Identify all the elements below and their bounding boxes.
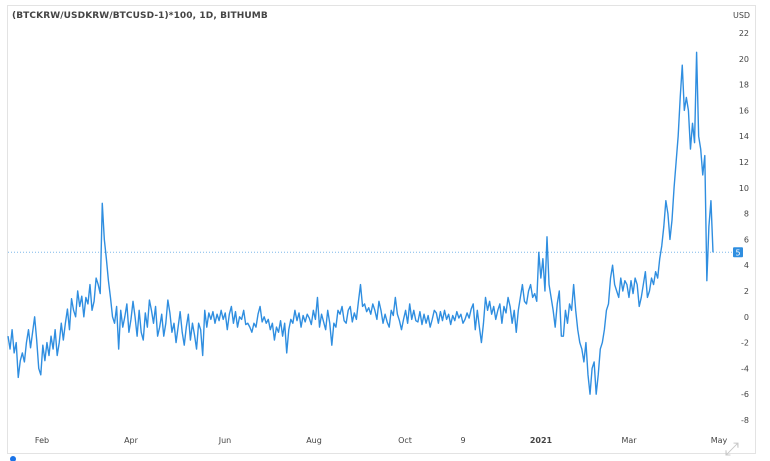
y-tick-label: 10: [739, 184, 749, 193]
x-tick-label: Aug: [306, 436, 322, 445]
y-tick-label: -8: [741, 416, 749, 425]
x-tick-label: May: [711, 436, 728, 445]
y-tick-label: 20: [739, 55, 749, 64]
series-line: [7, 51, 714, 395]
last-value-badge: 5: [733, 247, 743, 258]
currency-unit-label: USD: [733, 11, 751, 20]
x-tick-label: Feb: [35, 436, 49, 445]
chart-title: (BTCKRW/USDKRW/BTCUSD-1)*100, 1D, BITHUM…: [12, 11, 268, 21]
x-axis: Feb Apr Jun Aug Oct 9 2021 Mar May: [35, 436, 728, 445]
legend-footer: [7, 455, 767, 461]
y-tick-label: 6: [744, 235, 749, 244]
y-tick-label: -2: [741, 339, 749, 348]
y-tick-label: 0: [744, 313, 749, 322]
x-tick-label: Jun: [218, 436, 232, 445]
y-tick-label: -6: [741, 390, 749, 399]
chart-frame: [7, 5, 756, 454]
y-tick-label: 12: [739, 158, 749, 167]
y-tick-label: 4: [744, 261, 749, 270]
y-tick-label: 22: [739, 29, 749, 38]
y-tick-label: 18: [739, 81, 749, 90]
x-tick-label: 2021: [530, 436, 553, 445]
y-tick-label: -4: [741, 364, 749, 373]
x-tick-label: 9: [460, 436, 465, 445]
last-value-label: 5: [735, 248, 740, 257]
y-tick-label: 8: [744, 210, 749, 219]
y-tick-label: 14: [739, 132, 749, 141]
y-tick-label: 2: [744, 287, 749, 296]
x-tick-label: Apr: [124, 436, 139, 445]
series-dot-icon: [10, 456, 16, 461]
expand-icon[interactable]: ⤢: [724, 439, 740, 460]
y-tick-label: 16: [739, 106, 749, 115]
x-tick-label: Oct: [398, 436, 412, 445]
x-tick-label: Mar: [621, 436, 637, 445]
